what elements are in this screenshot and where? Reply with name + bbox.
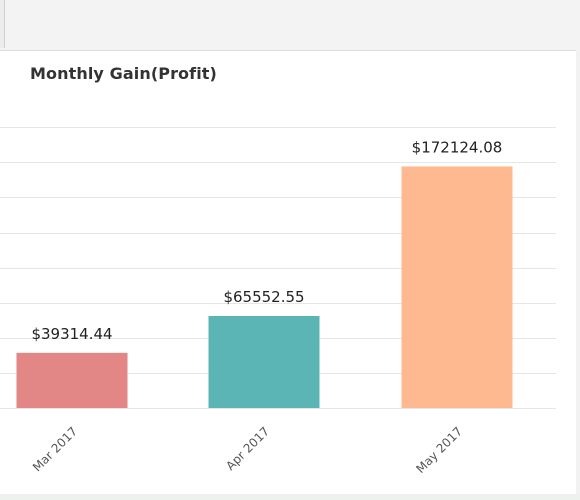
bar-value-label: $65552.55 — [223, 288, 304, 306]
x-tick-label: Apr 2017 — [223, 424, 272, 473]
panel-border — [576, 50, 580, 500]
tab-strip — [0, 0, 580, 51]
bar-value-label: $172124.08 — [412, 138, 503, 156]
panel-border-bottom — [0, 494, 580, 500]
bar — [401, 166, 513, 408]
bar — [16, 352, 128, 408]
bar-value-label: $39314.44 — [31, 325, 112, 343]
bar — [208, 316, 320, 408]
chart-title: Monthly Gain(Profit) — [30, 64, 217, 83]
x-tick-label: Mar 2017 — [30, 424, 80, 474]
tab[interactable] — [0, 0, 5, 48]
x-tick-label: May 2017 — [413, 424, 465, 476]
